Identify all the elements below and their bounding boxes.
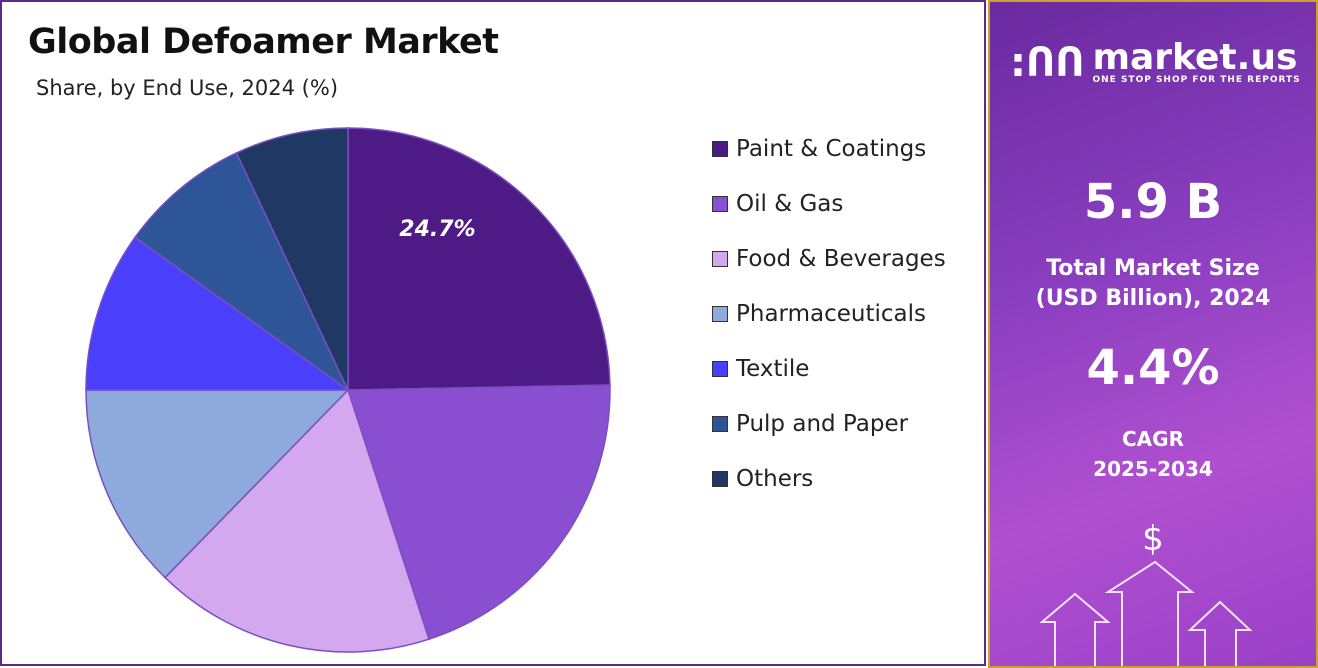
legend-item: Others bbox=[712, 442, 946, 515]
legend-swatch bbox=[712, 195, 728, 212]
legend-swatch bbox=[712, 305, 728, 322]
logo-icon: :ՈՈ bbox=[1010, 40, 1085, 86]
legend-swatch bbox=[712, 140, 728, 157]
legend-label: Textile bbox=[736, 355, 810, 382]
pie-slice-food-beverages bbox=[164, 388, 430, 653]
market-size-value: 5.9 B bbox=[1083, 174, 1223, 230]
legend-item: Pharmaceuticals bbox=[712, 277, 946, 350]
legend-label: Paint & Coatings bbox=[736, 135, 927, 162]
legend-item: Food & Beverages bbox=[712, 222, 946, 295]
legend: Paint & Coatings Oil & Gas Food & Beverage… bbox=[712, 130, 946, 515]
dollar-icon: $ bbox=[1142, 519, 1164, 559]
pie-slice-textile bbox=[85, 236, 351, 391]
legend-label: Others bbox=[736, 465, 814, 492]
chart-title: Global Defoamer Market bbox=[28, 22, 499, 62]
legend-swatch bbox=[712, 415, 728, 432]
legend-label: Oil & Gas bbox=[736, 190, 844, 217]
legend-label: Pulp and Paper bbox=[736, 410, 909, 437]
legend-label: Pharmaceuticals bbox=[736, 300, 926, 327]
summary-panel: :ՈՈ market.us ONE STOP SHOP FOR THE REPO… bbox=[988, 0, 1318, 668]
logo: :ՈՈ market.us ONE STOP SHOP FOR THE REPO… bbox=[1010, 37, 1301, 87]
pie-slice-oil-gas bbox=[346, 384, 611, 641]
legend-swatch bbox=[712, 250, 728, 267]
cagr-label: CAGR bbox=[1122, 427, 1184, 451]
pie-slice-others bbox=[235, 127, 349, 391]
market-size-label-2: (USD Billion), 2024 bbox=[1035, 286, 1271, 311]
legend-swatch bbox=[712, 470, 728, 487]
data-label: 24.7% bbox=[399, 217, 475, 242]
legend-item: Textile bbox=[712, 332, 946, 405]
market-size-label: Total Market Size bbox=[1046, 256, 1260, 281]
pie-slice-paint-coatings bbox=[347, 127, 611, 391]
legend-item: Paint & Coatings bbox=[712, 112, 946, 185]
growth-arrows-icon bbox=[1040, 560, 1253, 666]
pie-slice-pulp-and-paper bbox=[134, 151, 350, 393]
chart-panel: Global Defoamer Market Share, by End Use… bbox=[0, 0, 986, 666]
pie-slice-pharmaceuticals bbox=[85, 389, 350, 579]
pie-chart: 24.7% bbox=[85, 127, 611, 653]
legend-item: Oil & Gas bbox=[712, 167, 946, 240]
legend-swatch bbox=[712, 360, 728, 377]
brand-name: market.us bbox=[1092, 37, 1298, 78]
cagr-period: 2025-2034 bbox=[1093, 457, 1213, 481]
chart-subtitle: Share, by End Use, 2024 (%) bbox=[36, 76, 339, 100]
cagr-value: 4.4% bbox=[1086, 340, 1220, 396]
legend-item: Pulp and Paper bbox=[712, 387, 946, 460]
legend-label: Food & Beverages bbox=[736, 245, 946, 272]
brand-tagline: ONE STOP SHOP FOR THE REPORTS bbox=[1092, 75, 1301, 85]
